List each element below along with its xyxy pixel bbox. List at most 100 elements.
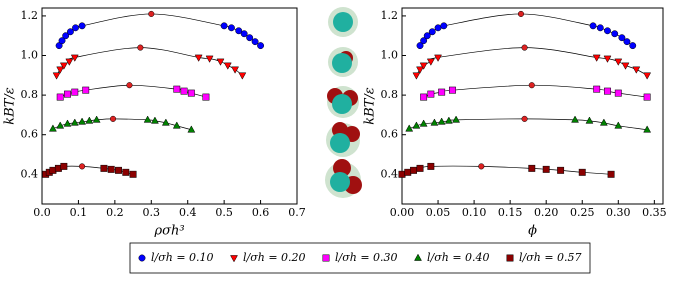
marker — [143, 115, 152, 123]
marker — [150, 116, 159, 124]
marker — [172, 121, 181, 129]
marker — [437, 117, 446, 125]
marker — [428, 28, 436, 36]
marker — [614, 58, 623, 66]
x-tick-label: 0.25 — [570, 206, 595, 219]
marker — [423, 32, 431, 40]
marker — [56, 66, 65, 74]
marker — [578, 168, 586, 176]
plot-frame — [401, 7, 664, 205]
molecule-icons — [325, 7, 362, 198]
x-tick-label: 0.5 — [215, 206, 233, 219]
marker — [528, 164, 536, 172]
marker — [410, 166, 417, 174]
marker — [427, 162, 435, 170]
marker — [85, 116, 94, 124]
marker — [48, 124, 57, 132]
marker — [138, 254, 146, 262]
marker — [78, 117, 87, 125]
marker — [420, 93, 428, 101]
marker — [434, 24, 442, 32]
marker — [216, 58, 225, 66]
y-tick-label: 0.6 — [21, 128, 39, 141]
marker — [452, 115, 461, 123]
marker — [231, 66, 240, 74]
marker — [614, 89, 622, 97]
marker — [623, 38, 631, 46]
marker — [528, 82, 535, 89]
x-tick-label: 0.05 — [426, 206, 451, 219]
marker — [240, 30, 248, 38]
marker — [62, 32, 70, 40]
marker — [107, 165, 115, 173]
marker — [611, 30, 619, 38]
plot-frame — [41, 7, 298, 205]
marker — [59, 62, 68, 70]
marker — [122, 168, 130, 176]
legend-label: l/σh = 0.57 — [519, 251, 582, 264]
marker — [71, 88, 79, 96]
marker — [643, 93, 651, 101]
marker — [173, 85, 181, 93]
marker — [70, 54, 79, 62]
marker — [148, 10, 155, 17]
marker — [246, 34, 254, 42]
y-tick-label: 0.4 — [381, 167, 399, 180]
x-tick-label: 0.20 — [534, 206, 559, 219]
marker — [420, 37, 428, 45]
marker — [419, 119, 428, 127]
marker — [614, 121, 623, 129]
marker — [227, 24, 235, 32]
marker — [202, 93, 210, 101]
marker — [604, 27, 611, 35]
legend-box — [129, 242, 591, 274]
y-tick-label: 1.2 — [381, 9, 399, 22]
marker — [56, 121, 65, 129]
marker — [603, 55, 612, 63]
x-tick-label: 0.0 — [33, 206, 51, 219]
marker — [604, 87, 611, 95]
legend-label: l/σh = 0.20 — [243, 251, 306, 264]
marker — [230, 255, 238, 263]
marker — [478, 163, 485, 170]
marker — [412, 121, 421, 129]
marker — [205, 55, 214, 63]
marker — [444, 116, 453, 124]
marker — [100, 164, 108, 172]
marker — [405, 124, 414, 132]
marker — [589, 22, 597, 30]
marker — [521, 44, 528, 51]
marker — [643, 72, 652, 80]
legend-label: l/σh = 0.10 — [151, 251, 214, 264]
fit-curve — [56, 47, 243, 76]
x-tick-label: 0.3 — [143, 206, 161, 219]
y-axis-label: kBT/ε — [363, 87, 378, 124]
marker — [416, 164, 424, 172]
x-tick-label: 0.7 — [288, 206, 306, 219]
marker — [126, 82, 133, 89]
x-axis-label: ϕ — [528, 224, 537, 239]
marker — [412, 72, 421, 80]
marker — [414, 253, 422, 261]
marker — [52, 72, 61, 80]
marker — [56, 93, 64, 101]
marker — [235, 27, 243, 35]
marker — [596, 24, 604, 32]
marker — [251, 38, 259, 46]
marker — [187, 89, 195, 97]
x-tick-label: 0.1 — [70, 206, 88, 219]
sphere — [332, 94, 352, 114]
x-tick-label: 0.10 — [462, 206, 487, 219]
marker — [430, 118, 439, 126]
marker — [449, 86, 456, 94]
marker — [79, 163, 86, 170]
marker — [557, 166, 565, 174]
marker — [426, 58, 435, 66]
marker — [194, 54, 203, 62]
marker — [585, 116, 594, 124]
marker — [506, 254, 514, 262]
fit-curve — [423, 84, 648, 98]
marker — [593, 85, 601, 93]
marker — [109, 115, 117, 122]
